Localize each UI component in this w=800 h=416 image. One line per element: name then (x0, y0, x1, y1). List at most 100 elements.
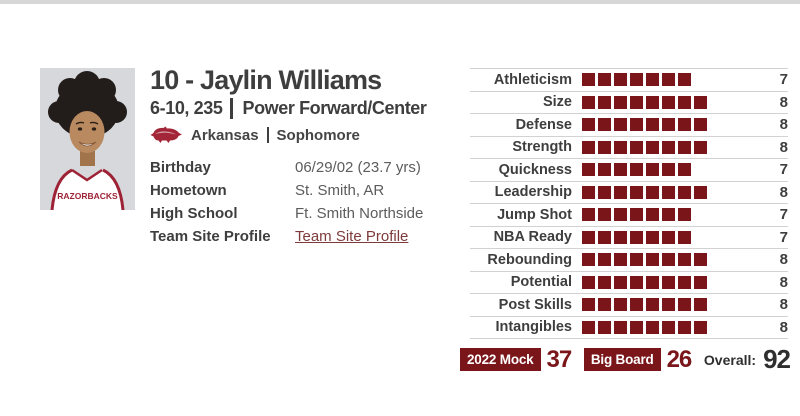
rating-block (630, 320, 643, 334)
rating-block (598, 73, 611, 87)
player-photo: RAZORBACKS (40, 68, 135, 210)
ratings-table: Athleticism 7 Size 8 Defense 8 Strength 8 Quickn… (470, 68, 788, 339)
rating-blocks (582, 208, 754, 222)
rating-block (678, 298, 691, 312)
rating-block (646, 208, 659, 222)
rating-block (598, 298, 611, 312)
rating-label: Post Skills (498, 296, 572, 313)
rating-block (678, 185, 691, 199)
jersey-text: RAZORBACKS (57, 191, 118, 201)
rating-block (582, 118, 595, 132)
rating-row: Defense 8 (470, 113, 788, 136)
rating-block (646, 73, 659, 87)
rating-value: 8 (779, 296, 788, 314)
rating-block (582, 275, 595, 289)
rating-blocks (582, 118, 754, 132)
detail-row: High School Ft. Smith Northside (150, 202, 440, 225)
rating-row: Potential 8 (470, 270, 788, 294)
team-site-profile-link[interactable]: Team Site Profile (295, 228, 409, 245)
rating-block (630, 163, 643, 177)
divider (266, 127, 269, 143)
player-position: Power Forward/Center (242, 98, 427, 118)
rating-block (614, 275, 627, 289)
rating-block (582, 73, 595, 87)
razorback-logo-icon (150, 126, 182, 143)
rating-blocks (582, 230, 754, 244)
rating-row: NBA Ready 7 (470, 225, 788, 249)
rating-block (582, 320, 595, 334)
rating-label: Potential (510, 274, 572, 291)
rating-block (582, 163, 595, 177)
rating-value: 8 (779, 138, 788, 156)
rating-block (582, 298, 595, 312)
rating-block (646, 163, 659, 177)
rating-block (662, 95, 675, 109)
big-board-value: 26 (666, 345, 693, 373)
detail-row: Hometown St. Smith, AR (150, 179, 440, 202)
rating-block (662, 298, 675, 312)
rating-block (630, 73, 643, 87)
rating-block (630, 253, 643, 267)
rating-value: 8 (779, 183, 788, 201)
rating-blocks (582, 95, 754, 109)
rating-blocks (582, 185, 754, 199)
rating-block (614, 253, 627, 267)
rating-block (662, 275, 675, 289)
rating-block (598, 118, 611, 132)
overall-value: 92 (763, 344, 791, 374)
rating-block (678, 253, 691, 267)
mock-badge: 2022 Mock (460, 348, 541, 371)
rating-block (630, 275, 643, 289)
rating-block (678, 208, 691, 222)
detail-row: Birthday 06/29/02 (23.7 yrs) (150, 156, 440, 179)
rating-block (614, 163, 627, 177)
rating-block (614, 230, 627, 244)
rating-block (598, 230, 611, 244)
player-details: Birthday 06/29/02 (23.7 yrs) Hometown St. S… (150, 156, 440, 248)
rating-value: 7 (779, 161, 788, 179)
top-border (0, 0, 800, 4)
rating-value: 7 (779, 206, 788, 224)
rating-block (694, 118, 707, 132)
rating-block (646, 95, 659, 109)
rating-block (614, 73, 627, 87)
detail-label: Hometown (150, 182, 227, 199)
player-measurements: 6-10, 235 (150, 98, 223, 118)
rating-block (694, 140, 707, 154)
rating-block (614, 320, 627, 334)
rating-block (646, 298, 659, 312)
rating-block (662, 118, 675, 132)
rating-label: Quickness (498, 161, 572, 178)
rating-label: Jump Shot (497, 206, 572, 223)
rating-block (694, 320, 707, 334)
detail-value: 06/29/02 (23.7 yrs) (295, 159, 421, 176)
rating-block (678, 140, 691, 154)
draft-summary: 2022 Mock 37 Big Board 26 Overall: 92 (460, 344, 791, 375)
rating-block (646, 118, 659, 132)
rating-block (614, 95, 627, 109)
team-line: Arkansas Sophomore (150, 126, 360, 144)
rating-label: Leadership (494, 184, 572, 201)
detail-label: Birthday (150, 159, 211, 176)
detail-label: High School (150, 205, 238, 222)
rating-block (646, 140, 659, 154)
divider (230, 98, 234, 119)
rating-block (646, 185, 659, 199)
rating-block (582, 140, 595, 154)
rating-block (630, 185, 643, 199)
rating-block (694, 298, 707, 312)
rating-block (678, 163, 691, 177)
rating-block (678, 230, 691, 244)
rating-block (694, 275, 707, 289)
rating-block (598, 185, 611, 199)
rating-blocks (582, 163, 754, 177)
rating-block (598, 163, 611, 177)
rating-block (630, 208, 643, 222)
rating-block (678, 275, 691, 289)
rating-block (646, 320, 659, 334)
rating-label: Rebounding (487, 251, 572, 268)
rating-value: 7 (779, 228, 788, 246)
player-header: 10 - Jaylin Williams 6-10, 235 Power For… (150, 67, 460, 119)
rating-block (662, 163, 675, 177)
rating-value: 8 (779, 116, 788, 134)
